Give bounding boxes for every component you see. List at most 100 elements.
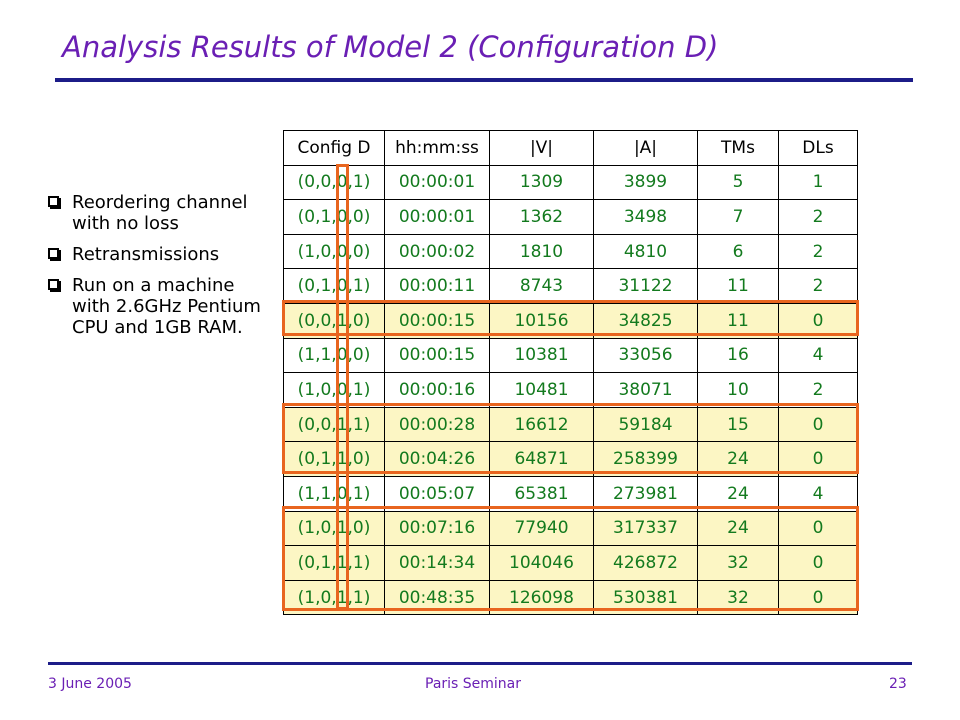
cell-arcs: 3899 [593, 164, 698, 201]
cell-states: 1810 [489, 233, 594, 270]
cell-config: (0,1,0,1) [283, 268, 385, 304]
cell-config: (1,1,0,1) [283, 475, 385, 512]
table-row: (1,0,1,0) 00:07:16 77940 317337 24 0 [283, 510, 858, 547]
cell-states: 10381 [489, 337, 594, 374]
cell-dls: 2 [778, 233, 858, 270]
cell-tms: 32 [697, 545, 779, 581]
header-tms: TMs [697, 130, 779, 166]
table-row: (1,0,0,0) 00:00:02 1810 4810 6 2 [283, 233, 858, 270]
title-divider [55, 78, 913, 82]
cell-tms: 15 [697, 406, 779, 443]
cell-dls: 1 [778, 164, 858, 201]
cell-arcs: 3498 [593, 199, 698, 235]
cell-tms: 11 [697, 268, 779, 304]
cell-arcs: 31122 [593, 268, 698, 304]
cell-dls: 0 [778, 302, 858, 339]
bullet-list: Reordering channel with no loss Retransm… [48, 192, 273, 348]
cell-time: 00:00:01 [384, 164, 490, 201]
table-row: (0,0,0,1) 00:00:01 1309 3899 5 1 [283, 164, 858, 201]
cell-arcs: 59184 [593, 406, 698, 443]
header-arcs: |A| [593, 130, 698, 166]
cell-tms: 10 [697, 372, 779, 408]
cell-tms: 7 [697, 199, 779, 235]
table-row: (1,1,0,1) 00:05:07 65381 273981 24 4 [283, 475, 858, 512]
bullet-text: Run on a machine with 2.6GHz Pentium CPU… [72, 275, 261, 338]
cell-arcs: 426872 [593, 545, 698, 581]
table-row: (1,1,0,0) 00:00:15 10381 33056 16 4 [283, 337, 858, 374]
results-table: Config D hh:mm:ss |V| |A| TMs DLs (0,0,0… [283, 130, 858, 616]
bullet-item: Run on a machine with 2.6GHz Pentium CPU… [48, 275, 273, 338]
row-highlight-box [282, 403, 859, 474]
cell-dls: 2 [778, 372, 858, 408]
cell-config: (1,0,0,0) [283, 233, 385, 270]
header-states: |V| [489, 130, 594, 166]
cell-states: 8743 [489, 268, 594, 304]
cell-time: 00:00:15 [384, 337, 490, 374]
cell-tms: 6 [697, 233, 779, 270]
cell-states: 77940 [489, 510, 594, 547]
cell-tms: 11 [697, 302, 779, 339]
cell-time: 00:00:16 [384, 372, 490, 408]
footer-date: 3 June 2005 [48, 676, 132, 692]
cell-arcs: 33056 [593, 337, 698, 374]
cell-config: (0,1,0,0) [283, 199, 385, 235]
bullet-text: Retransmissions [72, 244, 220, 265]
cell-dls: 2 [778, 199, 858, 235]
cell-dls: 0 [778, 510, 858, 547]
cell-dls: 0 [778, 406, 858, 443]
cell-config: (0,1,1,1) [283, 545, 385, 581]
square-bullet-icon [48, 196, 59, 207]
footer-event: Paris Seminar [425, 676, 522, 692]
cell-time: 00:07:16 [384, 510, 490, 547]
header-dls: DLs [778, 130, 858, 166]
table-row: (0,1,0,0) 00:00:01 1362 3498 7 2 [283, 199, 858, 235]
cell-states: 65381 [489, 475, 594, 512]
row-highlight-box [282, 300, 859, 337]
row-highlight-box [282, 506, 859, 611]
cell-states: 10156 [489, 302, 594, 339]
cell-config: (1,0,0,1) [283, 372, 385, 408]
cell-states: 10481 [489, 372, 594, 408]
square-bullet-icon [48, 248, 59, 259]
cell-time: 00:00:02 [384, 233, 490, 270]
bullet-item: Reordering channel with no loss [48, 192, 273, 234]
cell-arcs: 4810 [593, 233, 698, 270]
square-bullet-icon [48, 279, 59, 290]
cell-tms: 24 [697, 475, 779, 512]
table-row: (0,1,1,1) 00:14:34 104046 426872 32 0 [283, 545, 858, 581]
cell-dls: 4 [778, 475, 858, 512]
cell-tms: 5 [697, 164, 779, 201]
table-row: (0,0,1,1) 00:00:28 16612 59184 15 0 [283, 406, 858, 443]
cell-config: (1,1,0,0) [283, 337, 385, 374]
cell-time: 00:14:34 [384, 545, 490, 581]
cell-states: 104046 [489, 545, 594, 581]
cell-arcs: 317337 [593, 510, 698, 547]
cell-time: 00:00:01 [384, 199, 490, 235]
header-time: hh:mm:ss [384, 130, 490, 166]
cell-time: 00:00:11 [384, 268, 490, 304]
bullet-text: Reordering channel with no loss [72, 192, 248, 234]
cell-dls: 0 [778, 545, 858, 581]
cell-config: (0,0,0,1) [283, 164, 385, 201]
cell-arcs: 34825 [593, 302, 698, 339]
cell-arcs: 38071 [593, 372, 698, 408]
cell-time: 00:00:28 [384, 406, 490, 443]
table-row: (0,1,1,0) 00:04:26 64871 258399 24 0 [283, 441, 858, 477]
cell-time: 00:05:07 [384, 475, 490, 512]
cell-states: 1309 [489, 164, 594, 201]
table-row: (1,0,0,1) 00:00:16 10481 38071 10 2 [283, 372, 858, 408]
cell-dls: 2 [778, 268, 858, 304]
cell-arcs: 273981 [593, 475, 698, 512]
cell-states: 16612 [489, 406, 594, 443]
header-config: Config D [283, 130, 385, 166]
footer-divider [48, 662, 912, 665]
cell-config: (1,0,1,0) [283, 510, 385, 547]
cell-states: 1362 [489, 199, 594, 235]
cell-tms: 16 [697, 337, 779, 374]
table-header-row: Config D hh:mm:ss |V| |A| TMs DLs [283, 130, 858, 166]
bullet-item: Retransmissions [48, 244, 273, 265]
footer-page-number: 23 [889, 676, 907, 692]
table-row: (0,0,1,0) 00:00:15 10156 34825 11 0 [283, 302, 858, 339]
cell-dls: 4 [778, 337, 858, 374]
cell-time: 00:04:26 [384, 441, 490, 477]
